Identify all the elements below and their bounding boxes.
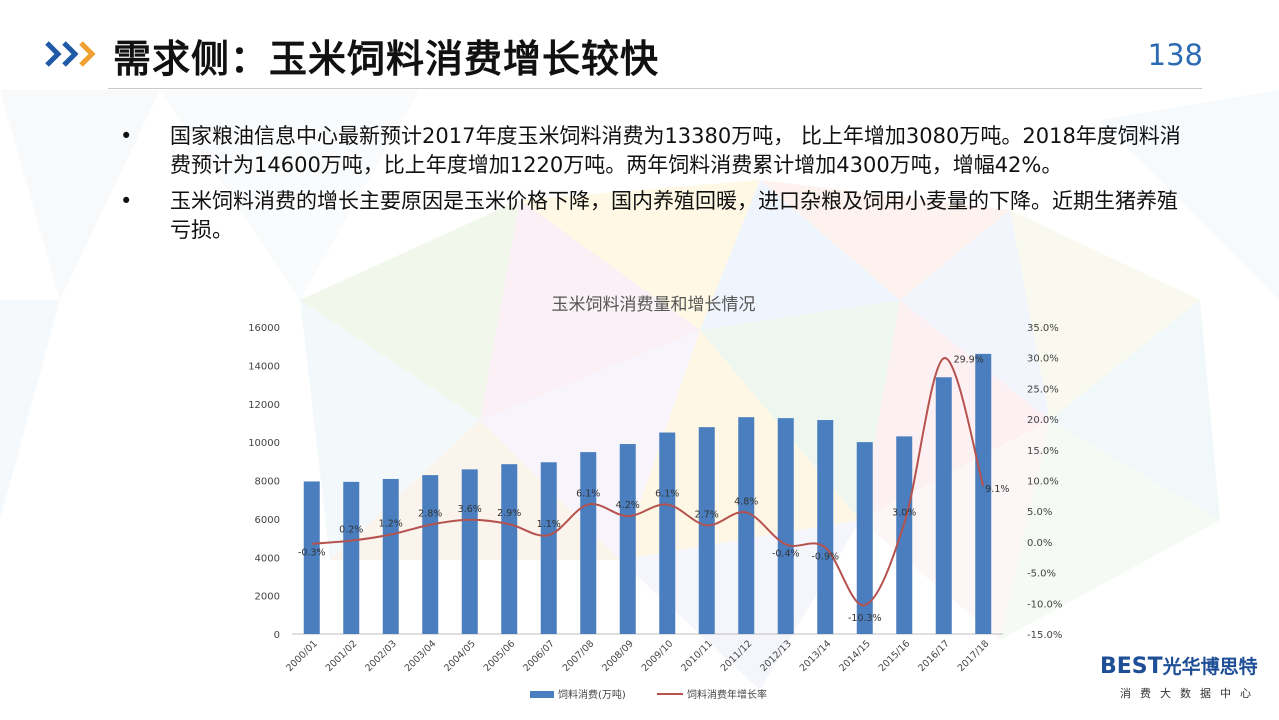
data-label: 6.1% [655, 488, 679, 499]
data-label: 0.2% [339, 525, 363, 536]
legend-bar-swatch [530, 691, 554, 698]
y-left-tick-label: 6000 [255, 515, 280, 526]
bullet-item: • 国家粮油信息中心最新预计2017年度玉米饲料消费为13380万吨， 比上年增… [118, 122, 1198, 180]
data-label: 1.1% [537, 519, 561, 530]
brand-logo: BEST光华博思特 消费大数据中心 [1100, 652, 1270, 712]
bar [975, 353, 992, 634]
data-label: 29.9% [954, 354, 984, 365]
x-tick-label: 2007/08 [561, 638, 597, 674]
bar [540, 462, 557, 634]
y-left-tick-label: 16000 [248, 323, 280, 334]
y-right-tick-label: 10.0% [1027, 477, 1059, 488]
slide-header: 需求侧：玉米饲料消费增长较快 138 [0, 0, 1279, 92]
data-label: 6.1% [576, 488, 600, 499]
data-label: -10.3% [848, 613, 882, 624]
x-tick-label: 2001/02 [324, 638, 360, 674]
bar [698, 427, 715, 634]
bar [738, 417, 755, 634]
data-label: 3.0% [892, 507, 916, 518]
y-right-tick-label: 15.0% [1027, 446, 1059, 457]
x-tick-label: 2015/16 [877, 638, 913, 674]
y-left-tick-label: 14000 [248, 361, 280, 372]
y-right-tick-label: 25.0% [1027, 384, 1059, 395]
y-right-tick-label: -5.0% [1027, 569, 1056, 580]
x-tick-label: 2006/07 [521, 638, 557, 674]
y-left-tick-label: 8000 [255, 477, 280, 488]
legend-line-label: 饲料消费年增长率 [687, 688, 767, 701]
bar [659, 432, 676, 634]
y-left-tick-label: 12000 [248, 400, 280, 411]
x-tick-label: 2000/01 [284, 638, 320, 674]
page-title: 需求侧：玉米饲料消费增长较快 [113, 37, 660, 81]
bar [382, 478, 399, 634]
y-right-tick-label: 20.0% [1027, 415, 1059, 426]
bullet-list: • 国家粮油信息中心最新预计2017年度玉米饲料消费为13380万吨， 比上年增… [118, 122, 1198, 252]
data-label: 1.2% [379, 519, 403, 530]
bar [580, 452, 597, 634]
logo-cn: 光华博思特 [1162, 656, 1258, 678]
x-tick-label: 2008/09 [600, 638, 636, 674]
chart-title: 玉米饲料消费量和增长情况 [551, 295, 756, 315]
y-right-tick-label: -10.0% [1027, 599, 1062, 610]
bar [856, 442, 873, 634]
bullet-text: 国家粮油信息中心最新预计2017年度玉米饲料消费为13380万吨， 比上年增加3… [170, 124, 1181, 177]
y-left-tick-label: 2000 [255, 592, 280, 603]
data-label: 4.2% [616, 500, 640, 511]
bullet-marker: • [120, 189, 133, 213]
y-left-tick-label: 10000 [248, 438, 280, 449]
bullet-text: 玉米饲料消费的增长主要原因是玉米价格下降，国内养殖回暖，进口杂粮及饲用小麦量的下… [170, 189, 1178, 242]
bar [619, 444, 636, 634]
logo-tagline: 消费大数据中心 [1120, 687, 1260, 700]
bar [303, 481, 320, 634]
y-right-tick-label: 35.0% [1027, 323, 1059, 334]
x-tick-label: 2017/18 [956, 638, 992, 674]
x-tick-label: 2013/14 [798, 638, 834, 674]
y-right-tick-label: -15.0% [1027, 630, 1062, 641]
x-tick-label: 2010/11 [679, 638, 715, 674]
x-tick-label: 2002/03 [363, 638, 399, 674]
logo-latin: BEST [1100, 654, 1163, 679]
bar [501, 464, 518, 634]
logo-wordmark: BEST光华博思特 [1100, 652, 1258, 679]
bullet-marker: • [120, 124, 133, 148]
data-label: -0.9% [811, 551, 839, 562]
y-right-tick-label: 5.0% [1027, 507, 1052, 518]
x-tick-label: 2016/17 [916, 638, 952, 674]
growth-rate-line [311, 357, 985, 607]
page-number: 138 [1147, 38, 1203, 72]
x-tick-label: 2012/13 [758, 638, 794, 674]
y-right-tick-label: 30.0% [1027, 354, 1059, 365]
bar [935, 377, 952, 634]
x-tick-label: 2011/12 [719, 638, 755, 674]
data-label: -0.4% [772, 548, 800, 559]
bar [896, 436, 913, 634]
bar [422, 475, 439, 634]
bar [777, 418, 794, 634]
bullet-item: • 玉米饲料消费的增长主要原因是玉米价格下降，国内养殖回暖，进口杂粮及饲用小麦量… [118, 187, 1198, 245]
data-label: -0.3% [298, 548, 326, 559]
data-label: 2.8% [418, 509, 442, 520]
data-label: 4.8% [734, 496, 758, 507]
y-left-tick-label: 0 [274, 630, 280, 641]
x-tick-label: 2003/04 [403, 638, 439, 674]
data-label: 2.7% [695, 509, 719, 520]
bar [343, 481, 360, 634]
data-label: 9.1% [985, 484, 1009, 495]
legend-bar-label: 饲料消费(万吨) [558, 688, 626, 701]
chevrons-icon [45, 41, 96, 67]
y-right-tick-label: 0.0% [1027, 538, 1052, 549]
header-divider [108, 88, 1202, 89]
bar [461, 469, 478, 634]
y-left-tick-label: 4000 [255, 553, 280, 564]
data-label: 3.6% [458, 504, 482, 515]
x-tick-label: 2009/10 [640, 638, 676, 674]
data-label: 2.9% [497, 508, 521, 519]
x-tick-label: 2014/15 [837, 638, 873, 674]
x-tick-label: 2004/05 [442, 638, 478, 674]
bar [817, 420, 834, 634]
x-tick-label: 2005/06 [482, 638, 518, 674]
